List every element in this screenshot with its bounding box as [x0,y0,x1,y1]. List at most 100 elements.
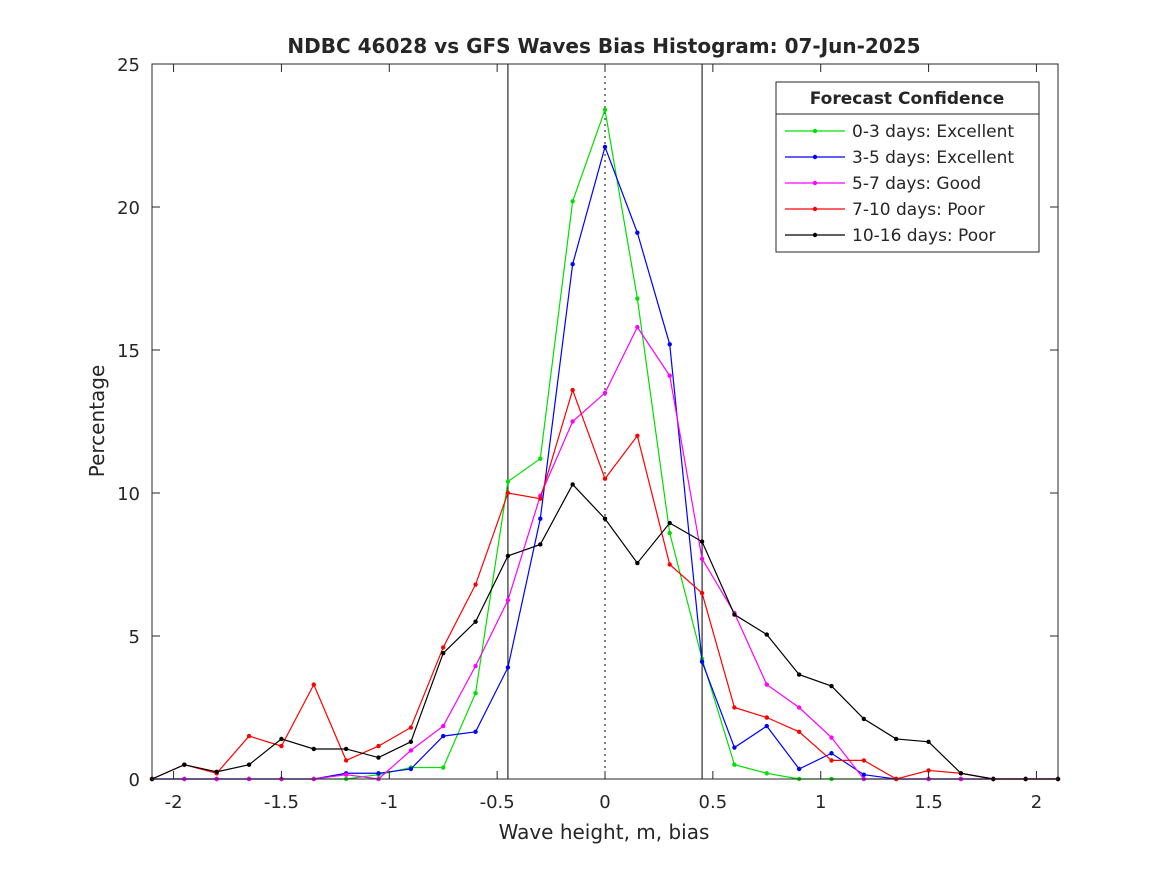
x-tick-label: 1 [815,792,826,813]
data-point [570,419,575,424]
data-point [861,716,867,722]
data-point [602,390,608,396]
data-point [699,556,705,561]
data-point [570,262,575,267]
data-point [958,771,964,776]
data-point [505,553,511,559]
data-point [667,373,672,378]
data-point [764,632,769,637]
x-axis: -2 -1.5 -1 -0.5 0 0.5 1 1.5 2 [165,64,1042,813]
data-point [635,433,640,438]
legend-entry: 3-5 days: Excellent [785,148,1014,168]
y-tick-label: 10 [117,484,140,505]
legend: Forecast Confidence 0-3 days: Excellent 3… [775,81,1040,253]
data-point [343,746,349,752]
x-tick-label: -1.5 [264,792,299,813]
data-point [764,715,769,720]
data-point [505,598,511,603]
data-point [441,723,446,729]
data-point [732,612,737,617]
data-point [505,479,511,484]
legend-entry: 7-10 days: Poor [785,200,985,220]
data-point [441,765,446,770]
data-point [279,736,284,742]
data-point [699,590,705,596]
legend-label: 5-7 days: Good [852,174,981,194]
x-axis-label: Wave height, m, bias [499,820,710,844]
data-point [246,762,252,767]
data-point [441,650,446,656]
series-5 [149,482,1061,782]
data-point [182,762,187,767]
data-point [570,387,575,393]
y-tick-label: 0 [129,770,140,791]
legend-swatch-marker [812,232,818,238]
data-point [214,769,219,775]
data-point [570,199,575,204]
data-point [667,562,672,567]
legend-entry: 0-3 days: Excellent [785,122,1014,142]
data-point [602,516,608,521]
data-point [343,758,349,763]
data-point [764,723,769,729]
data-point [699,659,705,664]
data-point [343,772,349,777]
legend-label: 7-10 days: Poor [852,200,985,220]
legend-label: 3-5 days: Excellent [852,148,1014,168]
data-point [602,476,608,481]
data-point [829,758,834,763]
data-point [311,746,316,752]
data-point [667,530,672,536]
data-point [635,296,640,301]
data-point [408,748,414,753]
data-point [926,768,931,773]
data-point [861,772,867,777]
data-point [408,725,414,730]
data-point [538,456,543,461]
data-point [635,230,640,235]
data-point [635,324,640,330]
data-point [441,733,446,739]
data-point [538,496,543,501]
legend-entry: 10-16 days: Poor [785,226,996,246]
data-point [473,663,478,669]
data-point [473,582,478,587]
data-point [602,107,608,112]
data-point [376,771,381,776]
data-point [699,539,705,544]
legend-label: 0-3 days: Excellent [852,122,1014,142]
legend-swatch-marker [812,180,818,186]
data-point [829,735,834,740]
data-point [473,691,478,696]
data-point [829,683,834,689]
y-tick-label: 25 [117,55,140,76]
data-point [796,729,802,735]
legend-title: Forecast Confidence [810,89,1005,109]
data-point [376,743,381,749]
legend-entries: 0-3 days: Excellent 3-5 days: Excellent 5-… [785,122,1014,246]
data-point [732,705,737,710]
data-point [926,739,931,745]
data-point [473,729,478,735]
data-point [246,733,252,739]
data-point [538,516,543,521]
x-tick-label: 0.5 [699,792,728,813]
y-tick-label: 20 [117,198,140,219]
data-point [570,482,575,487]
data-point [796,766,802,772]
data-point [505,490,511,496]
data-point [311,682,316,687]
x-tick-label: 0 [599,792,610,813]
data-point [376,755,381,760]
legend-entry: 5-7 days: Good [785,174,981,194]
y-axis-label: Percentage [85,365,109,478]
data-point [441,645,446,650]
data-point [796,705,802,710]
data-point [408,766,414,772]
legend-swatch-marker [812,128,818,134]
data-point [635,560,640,566]
data-point [667,520,672,526]
data-point [279,743,284,749]
chart-title: NDBC 46028 vs GFS Waves Bias Histogram: … [287,34,920,58]
data-point [764,682,769,687]
